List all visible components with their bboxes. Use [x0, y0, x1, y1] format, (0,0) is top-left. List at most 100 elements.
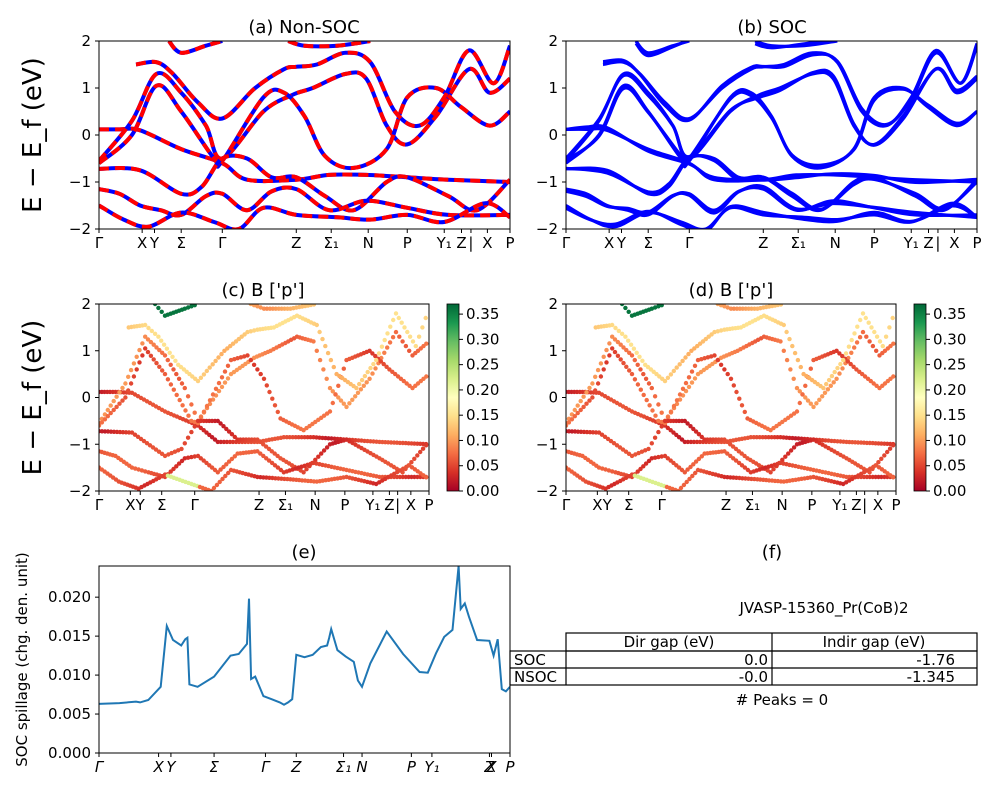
band-point	[690, 473, 695, 479]
band-point	[117, 401, 122, 406]
band-point	[697, 439, 703, 445]
band-point	[566, 420, 572, 425]
band-point	[148, 353, 154, 358]
band-point	[584, 401, 589, 406]
band-point	[230, 439, 236, 445]
band-point	[162, 371, 168, 377]
band-point	[791, 445, 797, 450]
band-point	[385, 345, 390, 350]
band-point	[682, 418, 687, 424]
band-point	[357, 381, 362, 387]
band-point	[849, 337, 854, 343]
band-point	[146, 325, 151, 331]
x-tick-label: |	[395, 496, 400, 514]
band-point	[128, 367, 134, 373]
band-point	[373, 366, 378, 371]
band-point	[379, 344, 385, 349]
band-point	[618, 342, 623, 347]
band-point	[402, 325, 407, 330]
band-point	[162, 453, 168, 459]
band-point	[171, 466, 176, 472]
band-point	[665, 375, 671, 380]
band-point	[365, 369, 370, 375]
x-tick-label: P	[870, 234, 879, 252]
band-line-soc-split	[566, 124, 977, 185]
band-point	[659, 410, 664, 415]
band-point	[245, 353, 250, 358]
band-point	[180, 403, 185, 408]
table-header-indir-gap: Indir gap (eV)	[823, 633, 926, 651]
band-point	[328, 357, 334, 363]
colorbar-tick-label: 0.35	[933, 305, 966, 323]
band-point	[638, 387, 643, 392]
panel-e-title: (e)	[291, 542, 316, 563]
band-point	[627, 350, 632, 355]
band-point	[275, 409, 280, 415]
band-point	[874, 334, 880, 339]
colorbar-tick-label: 0.20	[933, 381, 966, 399]
y-tick-label: −2	[69, 482, 91, 500]
band-point	[659, 424, 664, 429]
band-point	[725, 305, 730, 310]
band-point	[868, 378, 873, 384]
band-point	[788, 367, 793, 372]
band-point	[198, 415, 204, 420]
band-point	[368, 365, 373, 371]
band-point	[174, 464, 179, 469]
x-tick-label: Y₁	[424, 758, 439, 776]
band-point	[189, 429, 194, 435]
band-point	[216, 388, 222, 394]
y-tick-label: 0	[548, 389, 558, 407]
x-tick-label: X	[152, 758, 164, 776]
band-point	[390, 335, 396, 340]
band-point	[860, 311, 866, 316]
band-point	[616, 328, 621, 334]
axes-frame	[98, 303, 430, 492]
band-point	[646, 446, 651, 452]
band-point	[301, 470, 306, 475]
band-point	[381, 361, 386, 367]
band-point	[266, 458, 272, 463]
band-point	[843, 351, 849, 356]
band-point	[207, 398, 213, 403]
band-point	[399, 320, 404, 325]
band-point	[248, 304, 253, 307]
band-point	[643, 448, 648, 453]
band-point	[676, 465, 682, 470]
band-point	[882, 453, 887, 458]
band-point	[686, 351, 691, 357]
band-point	[415, 453, 420, 458]
band-point	[798, 364, 803, 370]
band-point	[668, 409, 674, 414]
band-point	[696, 432, 702, 437]
scatter-points	[566, 304, 896, 491]
colorbar-tick-label: 0.10	[466, 431, 499, 449]
band-point	[165, 377, 171, 382]
band-point	[319, 451, 324, 456]
y-tick-label: −2	[536, 220, 558, 238]
x-tick-label: Σ₁	[278, 496, 294, 514]
band-point	[643, 376, 649, 381]
band-point	[255, 367, 260, 372]
band-point	[145, 337, 151, 342]
y-tick-label: 0	[548, 126, 558, 144]
band-point	[134, 367, 139, 372]
x-tick-label: X	[406, 496, 416, 514]
band-point	[685, 439, 690, 445]
band-point	[784, 357, 790, 363]
band-point	[612, 349, 618, 355]
axes-frame	[98, 565, 511, 754]
y-tick-label: 1	[548, 342, 558, 360]
colorbar	[446, 303, 460, 492]
band-point	[649, 385, 654, 391]
band-point	[324, 445, 330, 450]
band-point	[870, 343, 876, 349]
band-point	[619, 331, 625, 336]
y-tick-label: −1	[536, 173, 558, 191]
band-point	[784, 329, 789, 335]
band-point	[601, 354, 606, 359]
band-point	[737, 396, 742, 401]
colorbar-tick-label: 0.20	[466, 381, 499, 399]
band-point	[621, 345, 626, 350]
band-point	[581, 404, 586, 410]
